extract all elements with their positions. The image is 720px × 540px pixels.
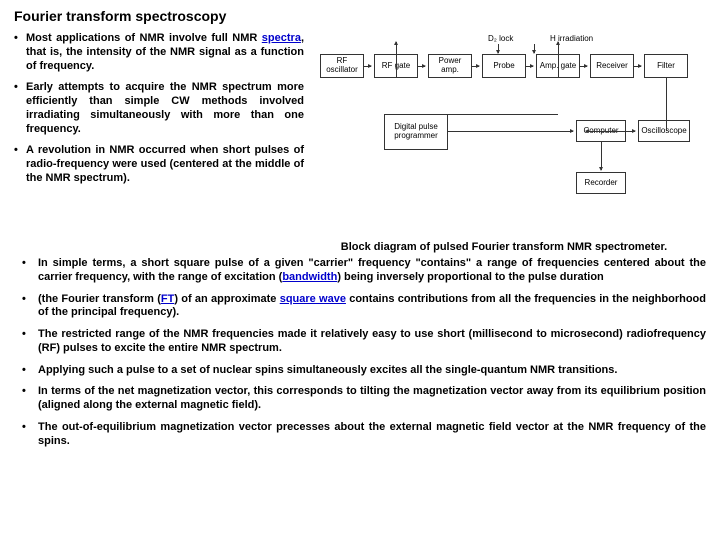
diagram-line [666,78,667,131]
top-columns: Most applications of NMR involve full NM… [14,32,706,253]
diagram-arrow [558,42,559,78]
left-column: Most applications of NMR involve full NM… [14,32,304,253]
bullet-item: The out-of-equilibrium magnetization vec… [14,421,706,449]
diagram-arrow [534,44,535,53]
right-column: D₂ lockH irradiationRF oscillatorRF gate… [314,32,694,253]
bullet-item: In terms of the net magnetization vector… [14,385,706,413]
bullet-item: The restricted range of the NMR frequenc… [14,328,706,356]
diagram-arrow [498,44,499,53]
diagram-container: D₂ lockH irradiationRF oscillatorRF gate… [314,32,694,253]
bullet-item: Early attempts to acquire the NMR spectr… [14,81,304,136]
diagram-arrow [626,131,635,132]
diagram-box: Oscilloscope [638,120,690,142]
full-width-bullet-list: In simple terms, a short square pulse of… [14,257,706,448]
diagram-box: Digital pulse programmer [384,114,448,150]
bullet-item: (the Fourier transform (FT) of an approx… [14,293,706,321]
diagram-arrow [586,131,626,132]
diagram-box: Power amp. [428,54,472,78]
diagram-box: RF oscillator [320,54,364,78]
diagram-caption: Block diagram of pulsed Fourier transfor… [314,241,694,253]
bullet-item: Applying such a pulse to a set of nuclea… [14,364,706,378]
d2-lock-label: D₂ lock [488,34,513,43]
bullet-item: In simple terms, a short square pulse of… [14,257,706,285]
diagram-box: Recorder [576,172,626,194]
diagram-arrow [601,142,602,170]
page-title: Fourier transform spectroscopy [14,8,706,24]
diagram-arrow [472,66,479,67]
diagram-arrow [418,66,425,67]
top-bullet-list: Most applications of NMR involve full NM… [14,32,304,186]
diagram-box: Receiver [590,54,634,78]
diagram-arrow [580,66,587,67]
diagram-arrow [634,66,641,67]
diagram-line [448,114,558,115]
diagram-box: Filter [644,54,688,78]
bullet-item: Most applications of NMR involve full NM… [14,32,304,73]
diagram-arrow [364,66,371,67]
diagram-arrow [396,42,397,78]
bullet-item: A revolution in NMR occurred when short … [14,144,304,185]
diagram-arrow [448,131,573,132]
diagram-arrow [526,66,533,67]
block-diagram: D₂ lockH irradiationRF oscillatorRF gate… [314,32,694,217]
diagram-box: Probe [482,54,526,78]
